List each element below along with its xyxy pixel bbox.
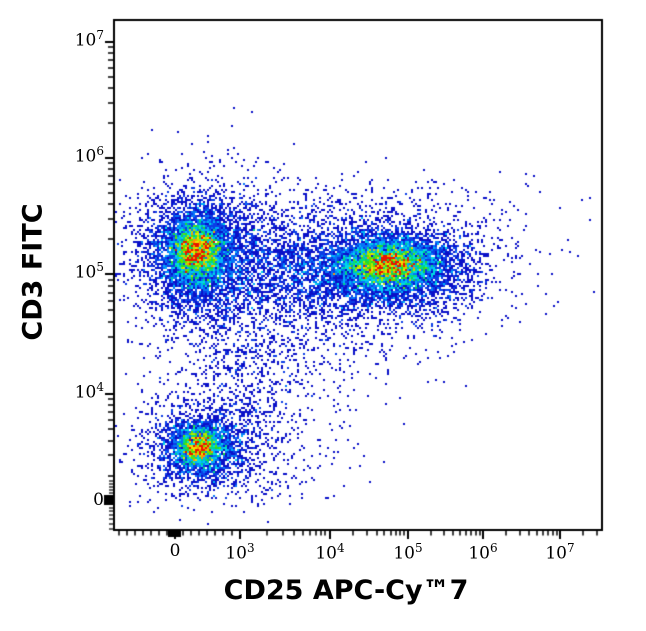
x-tick-label: 106 [468,541,498,564]
y-tick-label: 104 [74,380,104,403]
x-tick-label: 103 [225,541,255,564]
x-tick-label: 104 [315,541,345,564]
x-tick-label: 105 [393,541,423,564]
y-tick-label: 105 [74,260,104,283]
y-axis-title: CD3 FITC [17,203,49,341]
x-axis-title: CD25 APC-Cy™7 [223,575,469,606]
y-tick-label: 106 [74,144,104,167]
y-tick-label: 0 [93,490,104,510]
x-tick-label: 107 [545,541,575,564]
y-tick-label: 107 [74,28,104,51]
x-tick-label: 0 [169,541,181,561]
